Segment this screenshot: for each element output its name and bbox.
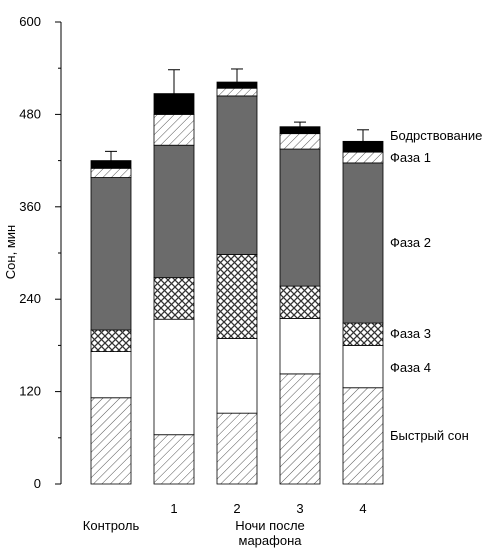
- legend-label: Фаза 1: [390, 150, 431, 165]
- y-tick-label: 120: [19, 384, 41, 399]
- bar-segment-2-1: [216, 338, 258, 414]
- y-tick-label: 360: [19, 199, 41, 214]
- bar-segment-3-5: [279, 126, 321, 135]
- y-axis-label: Сон, мин: [3, 225, 18, 279]
- bar-segment-1-0: [153, 434, 195, 485]
- bar-segment-4-1: [342, 344, 384, 389]
- bars: [90, 68, 384, 485]
- bar-segment-4-5: [342, 140, 384, 153]
- bar-segment-4-4: [342, 151, 384, 164]
- x-group-label: марафона: [239, 533, 303, 548]
- x-category-label: 4: [359, 501, 366, 516]
- bar-segment-1-2: [153, 277, 195, 320]
- bar-segment-4-2: [342, 322, 384, 346]
- bar-segment-3-3: [279, 148, 321, 287]
- bar-segment-2-4: [216, 87, 258, 97]
- bar-segment-1-5: [153, 93, 195, 115]
- legend-label: Фаза 4: [390, 360, 431, 375]
- y-tick-label: 480: [19, 106, 41, 121]
- y-tick-label: 600: [19, 14, 41, 29]
- bar-segment-3-0: [279, 373, 321, 485]
- bar-segment-1-3: [153, 144, 195, 279]
- bar-segment-0-2: [90, 329, 132, 352]
- bar-segment-2-0: [216, 412, 258, 485]
- bar-segment-2-5: [216, 81, 258, 89]
- bar-segment-3-4: [279, 133, 321, 150]
- x-category-label: 2: [233, 501, 240, 516]
- y-tick-label: 240: [19, 291, 41, 306]
- bar-segment-3-2: [279, 285, 321, 319]
- bar-segment-1-4: [153, 114, 195, 146]
- legend-label: Фаза 3: [390, 326, 431, 341]
- bar-segment-0-0: [90, 397, 132, 485]
- y-axis: 0 120 240 360 480 600: [19, 14, 62, 491]
- x-category-label: 1: [170, 501, 177, 516]
- bar-segment-4-0: [342, 387, 384, 485]
- bar-segment-2-3: [216, 95, 258, 255]
- legend-label: Фаза 2: [390, 235, 431, 250]
- bar-segment-0-5: [90, 160, 132, 169]
- y-tick-label: 0: [34, 476, 41, 491]
- bar-segment-0-1: [90, 351, 132, 399]
- x-category-label: Контроль: [83, 518, 140, 533]
- bar-segment-3-1: [279, 318, 321, 375]
- x-category-label: 3: [296, 501, 303, 516]
- legend-label: Бодрствование: [390, 128, 482, 143]
- bar-segment-4-3: [342, 162, 384, 324]
- x-group-label: Ночи после: [235, 518, 305, 533]
- bar-segment-0-4: [90, 167, 132, 178]
- bar-segment-2-2: [216, 254, 258, 339]
- bar-segment-1-1: [153, 318, 195, 436]
- legend-label: Быстрый сон: [390, 428, 469, 443]
- legend: Быстрый сон Фаза 4 Фаза 3 Фаза 2 Фаза 1 Бодрс…: [390, 128, 482, 443]
- bar-segment-0-3: [90, 177, 132, 331]
